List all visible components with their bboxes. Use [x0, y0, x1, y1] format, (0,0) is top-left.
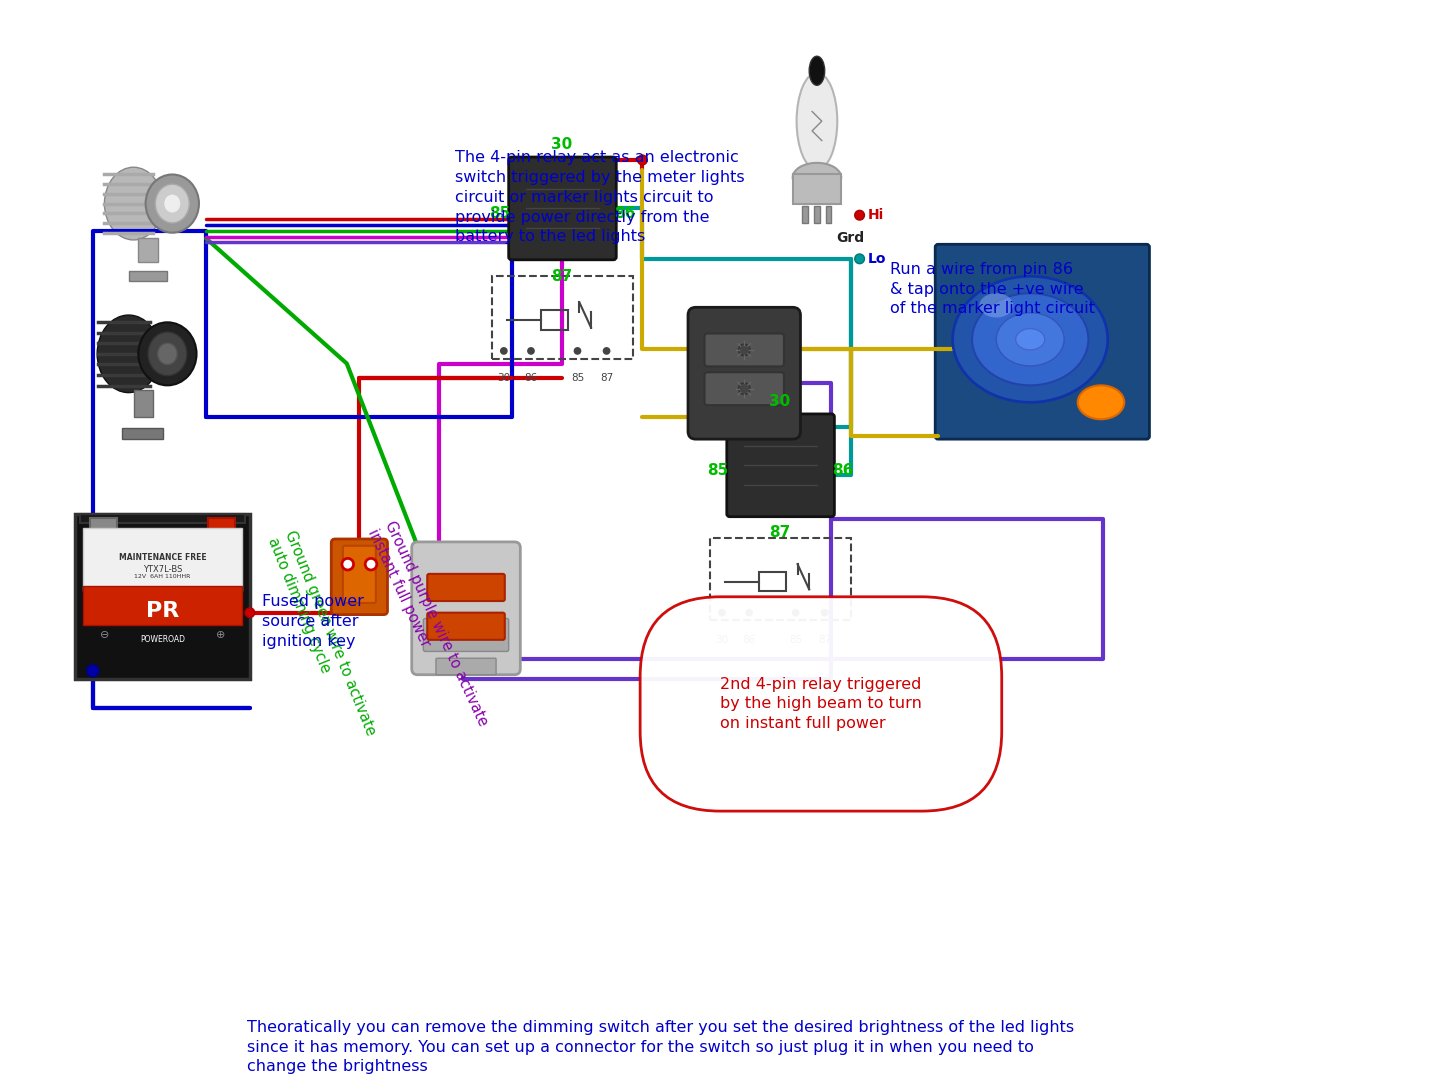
Text: Ground green wire to activate
auto dimming cycle: Ground green wire to activate auto dimmi…: [265, 528, 379, 744]
Ellipse shape: [156, 185, 189, 222]
Text: 85: 85: [707, 462, 729, 477]
Ellipse shape: [145, 175, 199, 232]
FancyBboxPatch shape: [423, 619, 508, 651]
Text: 86: 86: [615, 206, 635, 220]
Text: ⊕: ⊕: [216, 630, 226, 639]
Bar: [710, 538, 851, 620]
Ellipse shape: [979, 294, 1014, 318]
Circle shape: [245, 608, 255, 618]
Bar: [792, 175, 841, 203]
Circle shape: [366, 558, 377, 570]
Text: 12V  6AH 110HHR: 12V 6AH 110HHR: [134, 575, 190, 579]
Bar: [814, 205, 819, 222]
Text: 87: 87: [552, 269, 573, 284]
Text: 86: 86: [524, 374, 537, 383]
Text: 87: 87: [600, 374, 613, 383]
Ellipse shape: [1015, 328, 1045, 350]
Ellipse shape: [996, 312, 1064, 366]
FancyBboxPatch shape: [331, 539, 387, 615]
Bar: [81, 514, 245, 524]
Ellipse shape: [796, 72, 837, 170]
Bar: [209, 517, 235, 535]
Ellipse shape: [1077, 386, 1125, 419]
Circle shape: [573, 347, 582, 355]
Text: PR: PR: [145, 600, 179, 621]
Ellipse shape: [809, 56, 825, 85]
Text: Lo: Lo: [867, 252, 886, 266]
Circle shape: [719, 609, 726, 617]
Bar: [84, 586, 242, 625]
Bar: [84, 528, 242, 592]
FancyBboxPatch shape: [935, 244, 1149, 440]
Text: MAINTENANCE FREE: MAINTENANCE FREE: [118, 553, 206, 562]
Ellipse shape: [96, 315, 160, 393]
Ellipse shape: [953, 276, 1107, 403]
Bar: [825, 205, 831, 222]
FancyBboxPatch shape: [428, 573, 505, 602]
Text: 30: 30: [769, 394, 791, 409]
Bar: [134, 390, 153, 417]
Circle shape: [821, 609, 828, 617]
Bar: [75, 514, 249, 678]
Ellipse shape: [148, 332, 187, 376]
FancyBboxPatch shape: [343, 545, 376, 603]
Circle shape: [739, 345, 750, 355]
Bar: [138, 238, 158, 261]
Text: 30: 30: [716, 635, 729, 645]
Text: The 4-pin relay act as an electronic
switch triggered by the meter lights
circui: The 4-pin relay act as an electronic swi…: [455, 150, 744, 244]
Text: 30: 30: [497, 374, 510, 383]
Text: Grd: Grd: [837, 230, 864, 244]
Text: Hi: Hi: [867, 208, 884, 222]
Bar: [492, 276, 632, 359]
FancyBboxPatch shape: [688, 308, 801, 440]
FancyBboxPatch shape: [704, 334, 783, 366]
Text: 85: 85: [570, 374, 585, 383]
Circle shape: [746, 609, 753, 617]
Text: Run a wire from pin 86
& tap onto the +ve wire
of the marker light circuit: Run a wire from pin 86 & tap onto the +v…: [890, 261, 1094, 316]
Circle shape: [739, 383, 750, 394]
Bar: [759, 572, 786, 592]
Circle shape: [855, 254, 864, 264]
FancyBboxPatch shape: [508, 157, 616, 260]
Text: 85: 85: [490, 206, 511, 220]
Circle shape: [86, 665, 98, 677]
Circle shape: [855, 211, 864, 220]
Text: Fused power
source after
ignition key: Fused power source after ignition key: [262, 594, 364, 649]
Ellipse shape: [792, 163, 841, 192]
Text: POWEROAD: POWEROAD: [140, 635, 186, 645]
Ellipse shape: [105, 167, 163, 240]
Bar: [802, 205, 808, 222]
Ellipse shape: [158, 343, 177, 364]
Text: 87: 87: [769, 525, 791, 540]
Circle shape: [792, 609, 799, 617]
Circle shape: [603, 347, 611, 355]
Text: 86: 86: [743, 635, 756, 645]
Ellipse shape: [138, 322, 196, 386]
Bar: [540, 310, 567, 329]
Text: YTX7L-BS: YTX7L-BS: [143, 565, 183, 573]
Bar: [122, 428, 163, 440]
FancyBboxPatch shape: [412, 542, 520, 675]
Text: ⊖: ⊖: [99, 630, 109, 639]
Ellipse shape: [164, 194, 181, 213]
Circle shape: [341, 558, 354, 570]
Text: 87: 87: [818, 635, 831, 645]
Circle shape: [638, 156, 648, 165]
Text: 85: 85: [789, 635, 802, 645]
Circle shape: [500, 347, 508, 355]
FancyBboxPatch shape: [428, 612, 505, 639]
Bar: [89, 517, 117, 535]
FancyBboxPatch shape: [727, 414, 834, 516]
Text: Theoratically you can remove the dimming switch after you set the desired bright: Theoratically you can remove the dimming…: [246, 1020, 1074, 1075]
FancyBboxPatch shape: [436, 658, 495, 675]
Text: 86: 86: [832, 462, 854, 477]
Text: 2nd 4-pin relay triggered
by the high beam to turn
on instant full power: 2nd 4-pin relay triggered by the high be…: [720, 677, 922, 731]
Text: 30: 30: [552, 137, 573, 152]
Ellipse shape: [972, 294, 1089, 386]
Text: Ground purple wire to activate
instant full power: Ground purple wire to activate instant f…: [364, 518, 490, 737]
Bar: [128, 271, 167, 281]
Circle shape: [527, 347, 534, 355]
FancyBboxPatch shape: [704, 373, 783, 405]
